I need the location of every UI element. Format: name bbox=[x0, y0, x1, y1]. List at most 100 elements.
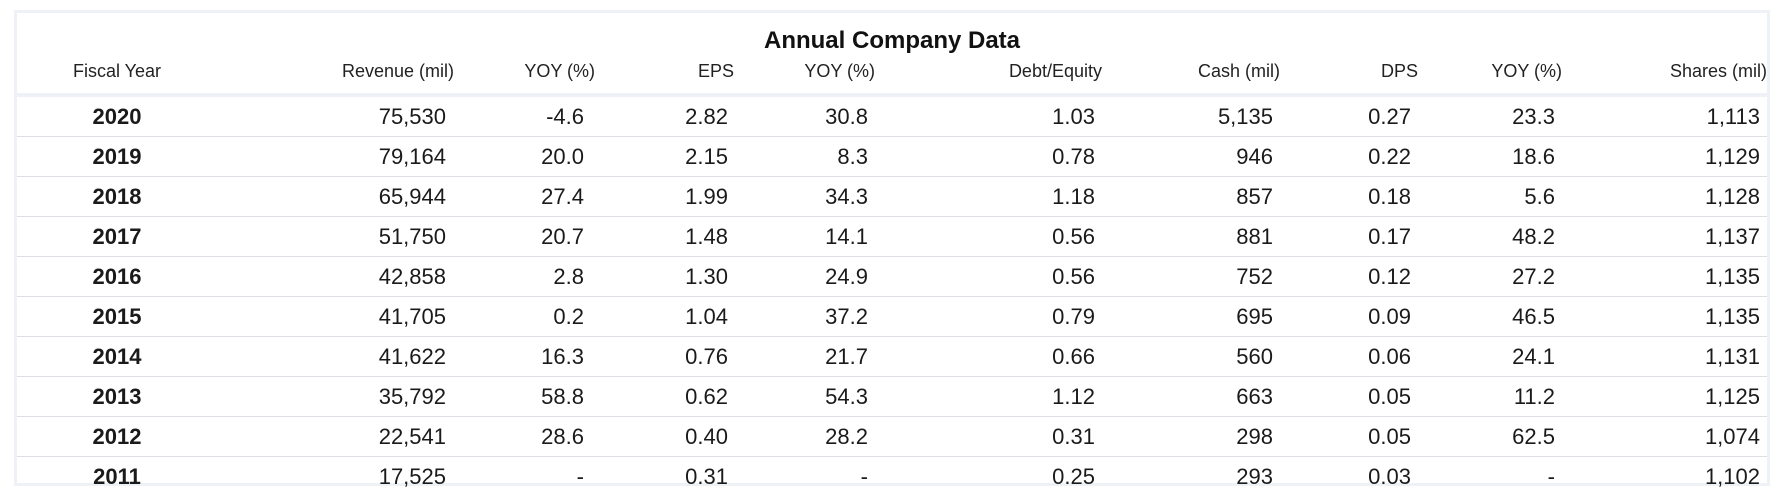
cell-fiscal-year: 2016 bbox=[92, 264, 142, 289]
cell-dps: 0.06 bbox=[1368, 344, 1411, 369]
cell-cash: 695 bbox=[1236, 304, 1273, 329]
cell-fiscal-year: 2018 bbox=[92, 184, 142, 209]
cell-revenue: 51,750 bbox=[378, 224, 446, 249]
cell-eps-yoy: 14.1 bbox=[825, 224, 868, 249]
cell-shares: 1,125 bbox=[1704, 384, 1760, 409]
column-header-eps: EPS bbox=[697, 61, 734, 81]
cell-debt-equity: 1.12 bbox=[1052, 384, 1095, 409]
cell-cash: 881 bbox=[1236, 224, 1273, 249]
table-row: 2014 41,622 16.3 0.76 21.7 0.66 560 0.06 24.1 1,1… bbox=[17, 337, 1767, 377]
cell-revenue-yoy: 27.4 bbox=[541, 184, 584, 209]
cell-shares: 1,102 bbox=[1704, 464, 1760, 489]
cell-shares: 1,113 bbox=[1706, 104, 1760, 129]
cell-shares: 1,135 bbox=[1704, 304, 1760, 329]
cell-fiscal-year: 2013 bbox=[92, 384, 142, 409]
cell-dps-yoy: 62.5 bbox=[1512, 424, 1555, 449]
cell-cash: 946 bbox=[1236, 144, 1273, 169]
cell-dps-yoy: 46.5 bbox=[1512, 304, 1555, 329]
cell-dps-yoy: 48.2 bbox=[1512, 224, 1555, 249]
cell-revenue-yoy: 20.0 bbox=[541, 144, 584, 169]
cell-shares: 1,131 bbox=[1704, 344, 1760, 369]
cell-eps-yoy: 34.3 bbox=[825, 184, 868, 209]
cell-debt-equity: 0.31 bbox=[1052, 424, 1095, 449]
cell-dps-yoy: 11.2 bbox=[1513, 384, 1555, 409]
cell-eps: 0.62 bbox=[685, 384, 728, 409]
cell-shares: 1,129 bbox=[1704, 144, 1760, 169]
cell-dps: 0.03 bbox=[1368, 464, 1411, 489]
cell-revenue: 42,858 bbox=[378, 264, 446, 289]
column-header-dps: DPS bbox=[1380, 61, 1418, 81]
cell-fiscal-year: 2020 bbox=[92, 104, 142, 129]
cell-shares: 1,128 bbox=[1704, 184, 1760, 209]
cell-dps: 0.27 bbox=[1368, 104, 1411, 129]
cell-revenue: 17,525 bbox=[378, 464, 446, 489]
cell-revenue-yoy: 28.6 bbox=[541, 424, 584, 449]
column-header-eps-yoy: YOY (%) bbox=[804, 61, 875, 81]
cell-cash: 5,135 bbox=[1217, 104, 1273, 129]
table-row: 2015 41,705 0.2 1.04 37.2 0.79 695 0.09 46.5 1,13… bbox=[17, 297, 1767, 337]
cell-revenue: 22,541 bbox=[378, 424, 446, 449]
cell-dps: 0.05 bbox=[1368, 424, 1411, 449]
cell-debt-equity: 0.66 bbox=[1052, 344, 1095, 369]
cell-eps-yoy: 54.3 bbox=[825, 384, 868, 409]
cell-fiscal-year: 2011 bbox=[93, 464, 141, 489]
cell-eps-yoy: 8.3 bbox=[837, 144, 868, 169]
cell-revenue-yoy: - bbox=[576, 464, 584, 489]
cell-shares: 1,137 bbox=[1704, 224, 1760, 249]
cell-revenue-yoy: -4.6 bbox=[546, 104, 584, 129]
cell-dps-yoy: 24.1 bbox=[1512, 344, 1555, 369]
header-row: Fiscal Year Revenue (mil) YOY (%) EPS YOY (%… bbox=[17, 61, 1767, 91]
table-row: 2011 17,525 - 0.31 - 0.25 293 0.03 - 1,102 bbox=[17, 457, 1767, 497]
column-header-dps-yoy: YOY (%) bbox=[1491, 61, 1562, 81]
cell-dps: 0.05 bbox=[1368, 384, 1411, 409]
cell-fiscal-year: 2015 bbox=[92, 304, 142, 329]
cell-dps-yoy: - bbox=[1547, 464, 1555, 489]
column-header-shares: Shares (mil) bbox=[1669, 61, 1767, 81]
cell-eps-yoy: 21.7 bbox=[825, 344, 868, 369]
cell-fiscal-year: 2017 bbox=[92, 224, 142, 249]
cell-revenue-yoy: 2.8 bbox=[553, 264, 584, 289]
table-row: 2018 65,944 27.4 1.99 34.3 1.18 857 0.18 5.6 1,12… bbox=[17, 177, 1767, 217]
cell-cash: 560 bbox=[1236, 344, 1273, 369]
table-row: 2019 79,164 20.0 2.15 8.3 0.78 946 0.22 18.6 1,12… bbox=[17, 137, 1767, 177]
cell-debt-equity: 0.25 bbox=[1052, 464, 1095, 489]
cell-debt-equity: 1.03 bbox=[1052, 104, 1095, 129]
cell-cash: 752 bbox=[1236, 264, 1273, 289]
cell-revenue-yoy: 0.2 bbox=[553, 304, 584, 329]
cell-eps: 2.82 bbox=[685, 104, 728, 129]
cell-revenue: 41,705 bbox=[378, 304, 446, 329]
cell-dps: 0.22 bbox=[1368, 144, 1411, 169]
cell-shares: 1,135 bbox=[1704, 264, 1760, 289]
cell-cash: 298 bbox=[1236, 424, 1273, 449]
cell-dps: 0.09 bbox=[1368, 304, 1411, 329]
column-header-debt-equity: Debt/Equity bbox=[1008, 61, 1102, 81]
cell-revenue-yoy: 20.7 bbox=[541, 224, 584, 249]
table-row: 2017 51,750 20.7 1.48 14.1 0.56 881 0.17 48.2 1,1… bbox=[17, 217, 1767, 257]
column-header-revenue-yoy: YOY (%) bbox=[524, 61, 595, 81]
cell-cash: 663 bbox=[1236, 384, 1273, 409]
table-body: 2020 75,530 -4.6 2.82 30.8 1.03 5,135 0.27 23.3 1… bbox=[17, 97, 1767, 497]
cell-fiscal-year: 2012 bbox=[92, 424, 142, 449]
cell-debt-equity: 0.79 bbox=[1052, 304, 1095, 329]
cell-fiscal-year: 2014 bbox=[92, 344, 142, 369]
cell-dps: 0.17 bbox=[1368, 224, 1411, 249]
column-header-cash: Cash (mil) bbox=[1197, 61, 1280, 81]
cell-eps: 0.31 bbox=[685, 464, 728, 489]
cell-eps: 1.04 bbox=[685, 304, 728, 329]
cell-revenue-yoy: 58.8 bbox=[541, 384, 584, 409]
table-row: 2012 22,541 28.6 0.40 28.2 0.31 298 0.05 62.5 1,0… bbox=[17, 417, 1767, 457]
cell-eps: 2.15 bbox=[685, 144, 728, 169]
cell-revenue: 79,164 bbox=[378, 144, 446, 169]
cell-eps-yoy: - bbox=[860, 464, 868, 489]
cell-revenue: 35,792 bbox=[378, 384, 446, 409]
cell-dps-yoy: 5.6 bbox=[1524, 184, 1555, 209]
header-divider bbox=[17, 93, 1767, 97]
column-header-fiscal-year: Fiscal Year bbox=[72, 61, 162, 81]
cell-eps: 1.99 bbox=[685, 184, 728, 209]
cell-debt-equity: 1.18 bbox=[1052, 184, 1095, 209]
table-title: Annual Company Data bbox=[763, 27, 1021, 54]
cell-revenue: 75,530 bbox=[378, 104, 446, 129]
cell-revenue: 41,622 bbox=[378, 344, 446, 369]
cell-dps: 0.18 bbox=[1368, 184, 1411, 209]
table-row: 2013 35,792 58.8 0.62 54.3 1.12 663 0.05 11.2 1,1… bbox=[17, 377, 1767, 417]
